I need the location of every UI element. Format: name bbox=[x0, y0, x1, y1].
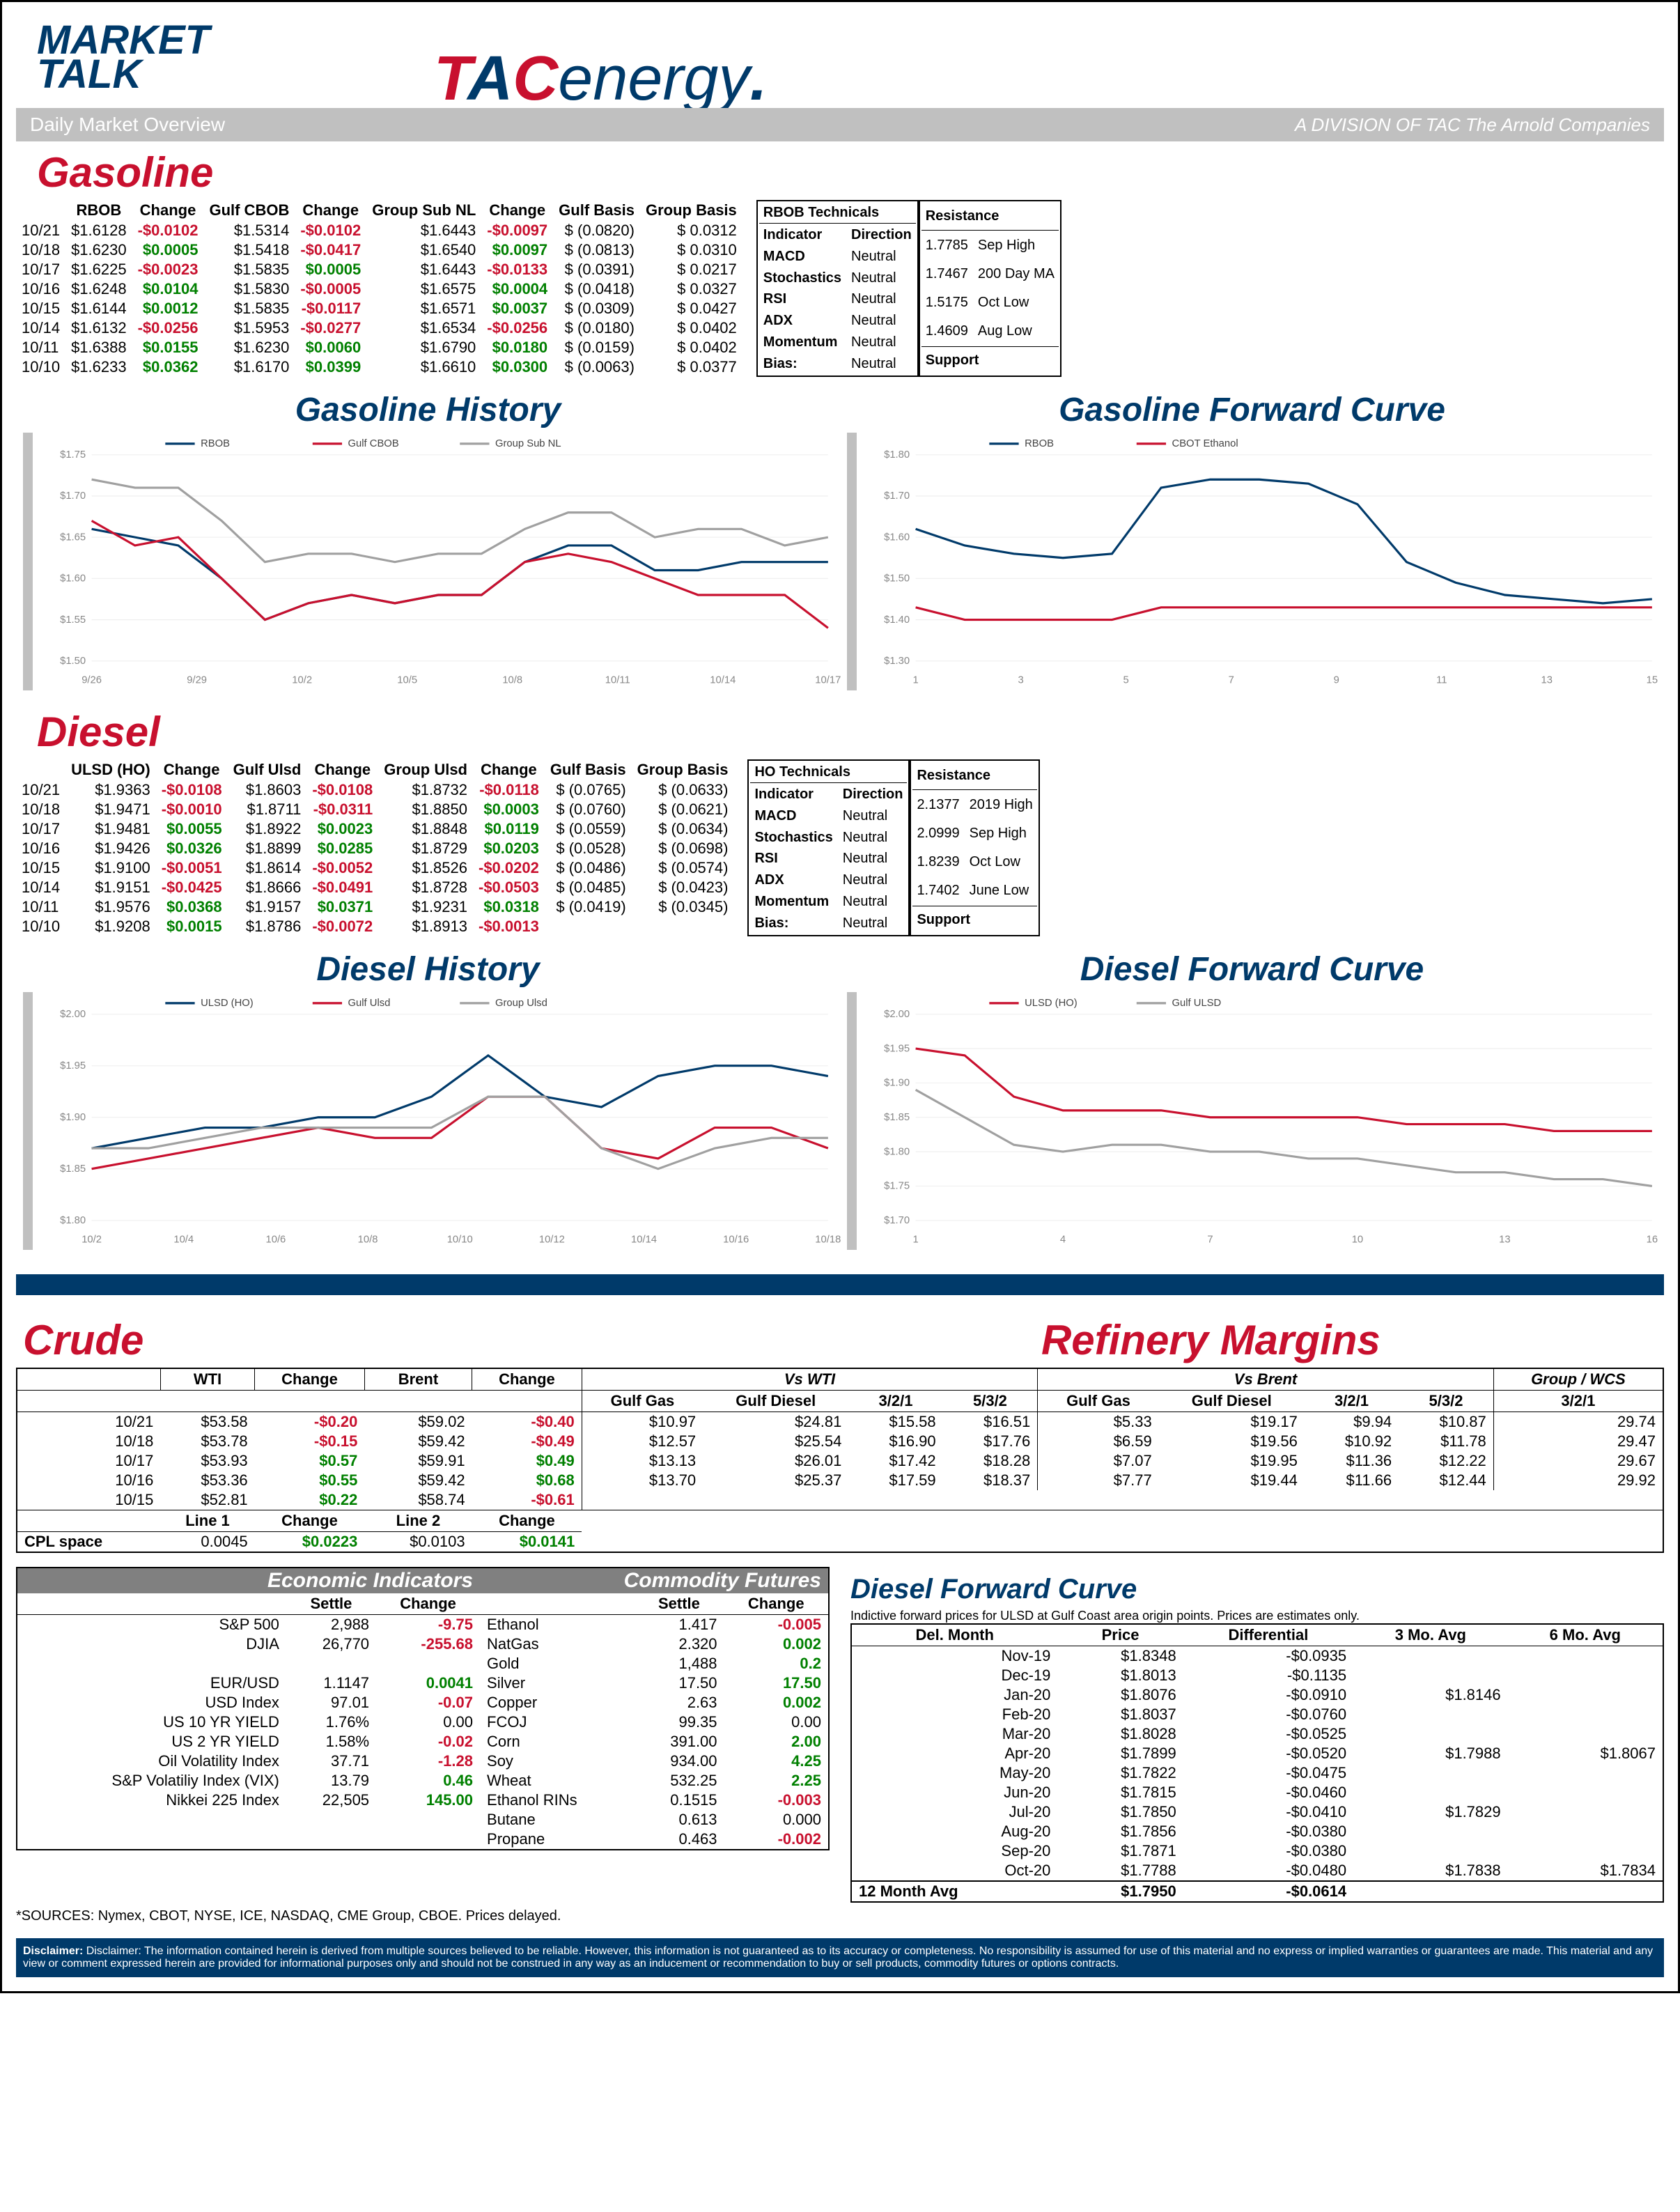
disclaimer: Disclaimer: Disclaimer: The information … bbox=[16, 1938, 1664, 1977]
svg-text:Group Sub NL: Group Sub NL bbox=[495, 438, 561, 449]
svg-text:$1.95: $1.95 bbox=[60, 1060, 86, 1072]
diesel-fwd-subtitle: Indictive forward prices for ULSD at Gul… bbox=[850, 1609, 1664, 1623]
svg-text:7: 7 bbox=[1207, 1234, 1213, 1245]
svg-text:3: 3 bbox=[1018, 674, 1024, 686]
gasoline-table: RBOBChangeGulf CBOBChangeGroup Sub NLCha… bbox=[16, 200, 742, 377]
svg-text:$1.50: $1.50 bbox=[60, 656, 86, 667]
svg-text:11: 11 bbox=[1436, 674, 1447, 686]
division-text: A DIVISION OF TAC The Arnold Companies bbox=[1295, 114, 1650, 136]
gasoline-forward-title: Gasoline Forward Curve bbox=[847, 391, 1657, 429]
diesel-title: Diesel bbox=[37, 708, 1664, 756]
svg-text:9/29: 9/29 bbox=[187, 674, 207, 686]
svg-text:Group Ulsd: Group Ulsd bbox=[495, 998, 547, 1009]
gasoline-title: Gasoline bbox=[37, 148, 1664, 196]
gasoline-resistance-box: Resistance1.7785Sep High1.7467200 Day MA… bbox=[919, 200, 1061, 377]
disclaimer-text: Disclaimer: The information contained he… bbox=[23, 1945, 1653, 1970]
svg-text:$1.60: $1.60 bbox=[60, 573, 86, 585]
overview-bar: Daily Market Overview A DIVISION OF TAC … bbox=[16, 108, 1664, 141]
diesel-table: ULSD (HO)ChangeGulf UlsdChangeGroup Ulsd… bbox=[16, 759, 733, 936]
svg-text:5: 5 bbox=[1123, 674, 1129, 686]
diesel-history-chart: $1.80 $1.85 $1.90 $1.95 $2.00 10/2 10/4 10/6 10/… bbox=[23, 992, 843, 1250]
svg-text:$2.00: $2.00 bbox=[884, 1009, 910, 1020]
svg-text:$1.75: $1.75 bbox=[60, 449, 86, 461]
svg-text:$1.85: $1.85 bbox=[60, 1163, 86, 1175]
svg-text:10/16: 10/16 bbox=[723, 1234, 749, 1245]
svg-text:10/2: 10/2 bbox=[292, 674, 312, 686]
gasoline-tech-box: RBOB TechnicalsIndicatorDirectionMACDNeu… bbox=[756, 200, 919, 377]
svg-text:9/26: 9/26 bbox=[81, 674, 102, 686]
svg-text:13: 13 bbox=[1541, 674, 1553, 686]
svg-text:$1.95: $1.95 bbox=[884, 1043, 910, 1054]
market-talk-logo: MARKET TALK bbox=[37, 23, 210, 92]
diesel-history-title: Diesel History bbox=[23, 950, 833, 989]
svg-text:10/8: 10/8 bbox=[502, 674, 522, 686]
svg-text:Gulf ULSD: Gulf ULSD bbox=[1172, 998, 1222, 1009]
svg-text:Gulf Ulsd: Gulf Ulsd bbox=[348, 998, 391, 1009]
diesel-forward-chart: $1.70 $1.75 $1.80 $1.85 $1.90 $1.95 $2.00 1 4 7 10… bbox=[847, 992, 1667, 1250]
refinery-title: Refinery Margins bbox=[758, 1316, 1664, 1364]
svg-text:$1.60: $1.60 bbox=[884, 532, 910, 543]
svg-text:Gulf CBOB: Gulf CBOB bbox=[348, 438, 399, 449]
gasoline-history-chart: $1.50 $1.55 $1.60 $1.65 $1.70 $1.75 9/26 9/29 10… bbox=[23, 433, 843, 690]
svg-text:10/5: 10/5 bbox=[397, 674, 417, 686]
crude-refinery-table: WTIChangeBrentChangeVs WTIVs BrentGroup … bbox=[16, 1368, 1664, 1553]
diesel-tech-box: HO TechnicalsIndicatorDirectionMACDNeutr… bbox=[747, 759, 910, 936]
subtitle: Daily Market Overview bbox=[30, 114, 225, 136]
svg-text:ULSD (HO): ULSD (HO) bbox=[201, 998, 254, 1009]
svg-text:10/4: 10/4 bbox=[173, 1234, 194, 1245]
divider bbox=[16, 1274, 1664, 1295]
svg-text:$1.70: $1.70 bbox=[884, 490, 910, 502]
econ-commodity-table: Economic IndicatorsCommodity FuturesSett… bbox=[16, 1567, 830, 1850]
svg-text:9: 9 bbox=[1334, 674, 1339, 686]
svg-text:$1.65: $1.65 bbox=[60, 532, 86, 543]
svg-text:10/14: 10/14 bbox=[710, 674, 736, 686]
svg-text:RBOB: RBOB bbox=[1025, 438, 1054, 449]
svg-text:ULSD (HO): ULSD (HO) bbox=[1025, 998, 1078, 1009]
svg-text:RBOB: RBOB bbox=[201, 438, 230, 449]
diesel-fwd-table-title: Diesel Forward Curve bbox=[850, 1574, 1664, 1605]
svg-text:10/18: 10/18 bbox=[815, 1234, 841, 1245]
svg-text:$1.75: $1.75 bbox=[884, 1181, 910, 1192]
svg-text:$1.70: $1.70 bbox=[60, 490, 86, 502]
svg-text:10/11: 10/11 bbox=[605, 674, 630, 686]
diesel-forward-title: Diesel Forward Curve bbox=[847, 950, 1657, 989]
svg-text:$1.90: $1.90 bbox=[884, 1078, 910, 1089]
svg-text:10/12: 10/12 bbox=[539, 1234, 565, 1245]
svg-text:CBOT Ethanol: CBOT Ethanol bbox=[1172, 438, 1238, 449]
svg-text:10/14: 10/14 bbox=[631, 1234, 657, 1245]
svg-text:10: 10 bbox=[1352, 1234, 1363, 1245]
sources-text: *SOURCES: Nymex, CBOT, NYSE, ICE, NASDAQ… bbox=[16, 1908, 1664, 1924]
header: MARKET TALK TACenergy. Daily Market Over… bbox=[16, 16, 1664, 141]
diesel-resistance-box: Resistance2.13772019 High2.0999Sep High1… bbox=[910, 759, 1039, 936]
svg-text:10/17: 10/17 bbox=[815, 674, 841, 686]
logo-energy: energy bbox=[558, 44, 749, 114]
gasoline-forward-chart: $1.30$1.40$1.50$1.60$1.70$1.801357911131… bbox=[847, 433, 1667, 690]
svg-text:$1.85: $1.85 bbox=[884, 1112, 910, 1123]
svg-text:$1.40: $1.40 bbox=[884, 614, 910, 626]
svg-text:10/8: 10/8 bbox=[358, 1234, 378, 1245]
diesel-forward-table: Del. MonthPriceDifferential3 Mo. Avg6 Mo… bbox=[850, 1623, 1664, 1903]
svg-text:10/6: 10/6 bbox=[266, 1234, 286, 1245]
svg-text:$1.55: $1.55 bbox=[60, 614, 86, 626]
svg-text:$1.90: $1.90 bbox=[60, 1112, 86, 1123]
tac-logo: TACenergy. bbox=[434, 43, 768, 115]
svg-text:16: 16 bbox=[1647, 1234, 1658, 1245]
svg-text:10/10: 10/10 bbox=[447, 1234, 473, 1245]
gasoline-history-title: Gasoline History bbox=[23, 391, 833, 429]
svg-text:10/2: 10/2 bbox=[81, 1234, 102, 1245]
crude-title: Crude bbox=[23, 1316, 758, 1364]
svg-text:13: 13 bbox=[1499, 1234, 1510, 1245]
svg-text:$1.80: $1.80 bbox=[884, 449, 910, 461]
svg-text:$1.80: $1.80 bbox=[60, 1215, 86, 1226]
svg-text:$1.30: $1.30 bbox=[884, 656, 910, 667]
svg-text:$2.00: $2.00 bbox=[60, 1009, 86, 1020]
svg-text:7: 7 bbox=[1229, 674, 1234, 686]
svg-text:$1.80: $1.80 bbox=[884, 1146, 910, 1157]
svg-text:$1.50: $1.50 bbox=[884, 573, 910, 585]
svg-text:$1.70: $1.70 bbox=[884, 1215, 910, 1226]
svg-text:4: 4 bbox=[1060, 1234, 1066, 1245]
svg-text:1: 1 bbox=[912, 674, 918, 686]
svg-text:1: 1 bbox=[912, 1234, 918, 1245]
svg-text:15: 15 bbox=[1647, 674, 1658, 686]
